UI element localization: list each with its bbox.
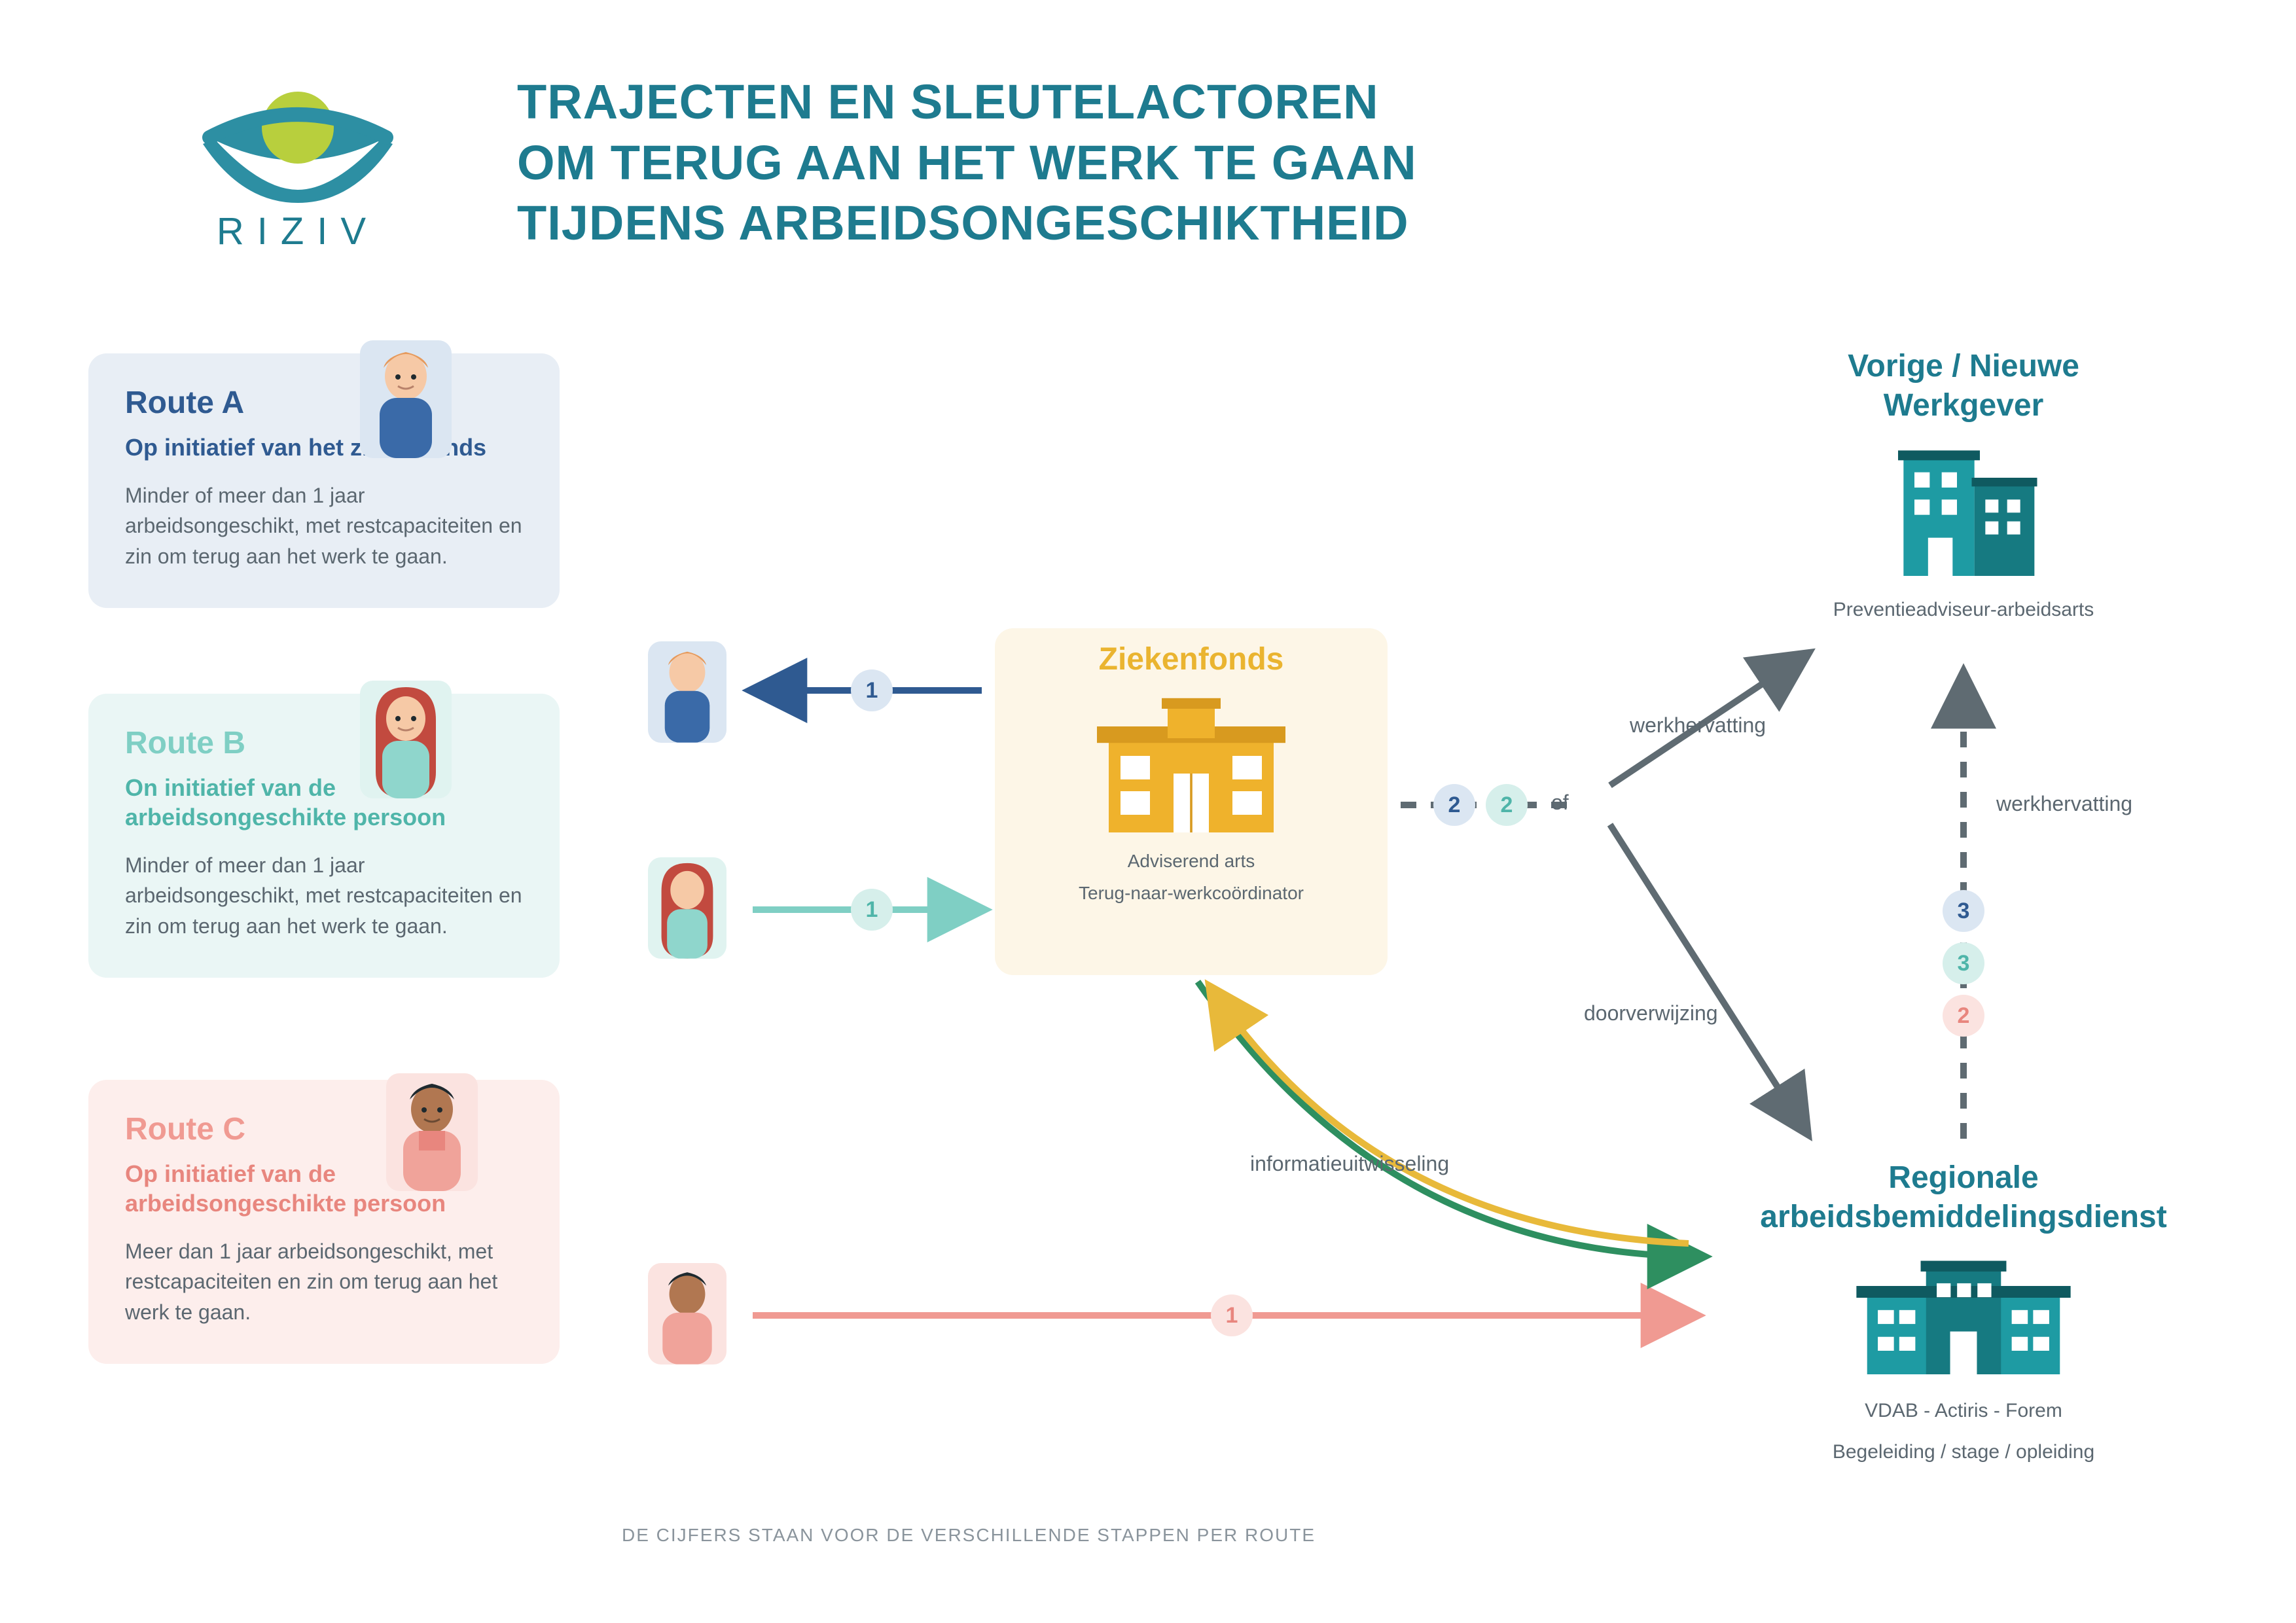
route-a-person-small-icon: [648, 641, 726, 743]
logo-icon: [183, 72, 412, 203]
ziekenfonds-building-icon: [1073, 685, 1309, 838]
ziekenfonds-title: Ziekenfonds: [995, 641, 1388, 677]
step-c2: 2: [1943, 995, 1984, 1037]
step-b2: 2: [1486, 784, 1528, 826]
title-line-2: OM TERUG AAN HET WERK TE GAAN: [517, 133, 1417, 194]
route-a-card: Route A Op initiatief van het ziekenfond…: [88, 353, 560, 608]
title-line-1: TRAJECTEN EN SLEUTELACTOREN: [517, 72, 1417, 133]
regional-building-icon: [1846, 1250, 2081, 1381]
ziekenfonds-cap1: Adviserend arts: [995, 848, 1388, 874]
employer-block: Vorige / Nieuwe Werkgever Preventieadvis…: [1780, 347, 2147, 621]
regional-cap1: VDAB - Actiris - Forem: [1715, 1396, 2212, 1425]
route-b-heading: Route B: [125, 725, 523, 761]
route-c-person-icon: [386, 1073, 478, 1191]
route-a-heading: Route A: [125, 385, 523, 421]
route-c-person-small-icon: [648, 1263, 726, 1364]
label-informatieuitwisseling: informatieuitwisseling: [1250, 1152, 1449, 1176]
ziekenfonds-block: Ziekenfonds Adviserend arts Terug-naar-w…: [995, 628, 1388, 975]
route-a-desc: Minder of meer dan 1 jaar arbeidsongesch…: [125, 480, 523, 571]
route-b-card: Route B On initiatief van de arbeidsonge…: [88, 694, 560, 978]
route-a-sub: Op initiatief van het ziekenfonds: [125, 433, 523, 462]
step-b3: 3: [1943, 942, 1984, 984]
ziekenfonds-cap2: Terug-naar-werkcoördinator: [995, 880, 1388, 906]
route-b-desc: Minder of meer dan 1 jaar arbeidsongesch…: [125, 850, 523, 941]
step-a3: 3: [1943, 890, 1984, 932]
route-b-person-icon: [360, 681, 452, 798]
label-werkhervatting-2: werkhervatting: [1996, 792, 2132, 816]
footnote: DE CIJFERS STAAN VOOR DE VERSCHILLENDE S…: [622, 1525, 1316, 1546]
regional-cap2: Begeleiding / stage / opleiding: [1715, 1437, 2212, 1467]
step-b1: 1: [851, 889, 893, 931]
label-doorverwijzing: doorverwijzing: [1584, 1001, 1718, 1026]
employer-building-icon: [1865, 438, 2062, 582]
step-a2: 2: [1433, 784, 1475, 826]
title-line-3: TIJDENS ARBEIDSONGESCHIKTHEID: [517, 193, 1417, 254]
step-c1: 1: [1211, 1294, 1253, 1336]
step-a1: 1: [851, 669, 893, 711]
label-werkhervatting-1: werkhervatting: [1630, 713, 1766, 738]
regional-block: Regionale arbeidsbemiddelingsdienst VDAB…: [1715, 1158, 2212, 1467]
route-a-person-icon: [360, 340, 452, 458]
employer-cap: Preventieadviseur-arbeidsarts: [1780, 599, 2147, 621]
employer-title-l2: Werkgever: [1884, 388, 2044, 423]
page-title: TRAJECTEN EN SLEUTELACTOREN OM TERUG AAN…: [517, 72, 1417, 254]
regional-title-l2: arbeidsbemiddelingsdienst: [1760, 1200, 2166, 1234]
route-c-desc: Meer dan 1 jaar arbeidsongeschikt, met r…: [125, 1236, 523, 1327]
employer-title: Vorige / Nieuwe Werkgever: [1780, 347, 2147, 425]
route-b-person-small-icon: [648, 857, 726, 959]
regional-title: Regionale arbeidsbemiddelingsdienst: [1715, 1158, 2212, 1237]
logo-text: RIZIV: [217, 209, 379, 253]
header: RIZIV TRAJECTEN EN SLEUTELACTOREN OM TER…: [183, 72, 1417, 254]
route-c-card: Route C Op initiatief van de arbeidsonge…: [88, 1080, 560, 1364]
riziv-logo: RIZIV: [183, 72, 412, 253]
route-b-sub: On initiatief van de arbeidsongeschikte …: [125, 773, 523, 832]
label-of: of: [1551, 791, 1569, 815]
employer-title-l1: Vorige / Nieuwe: [1848, 349, 2079, 383]
regional-title-l1: Regionale: [1888, 1160, 2038, 1195]
